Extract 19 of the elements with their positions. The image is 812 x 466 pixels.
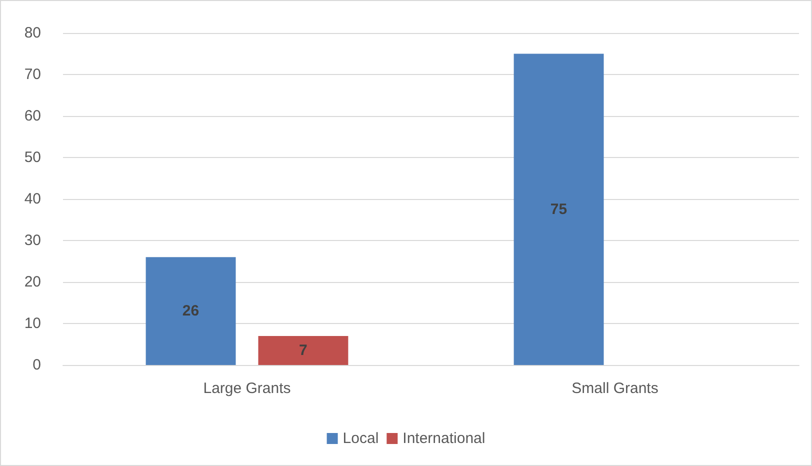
y-tick-label: 60	[24, 108, 41, 124]
y-tick-label: 80	[24, 24, 41, 42]
y-tick-label: 10	[24, 315, 41, 332]
bar	[258, 336, 348, 365]
data-label: 26	[182, 302, 200, 320]
legend-label: International	[402, 430, 486, 447]
y-tick-label: 30	[24, 232, 41, 249]
y-tick-label: 40	[24, 190, 41, 208]
data-label: 7	[299, 342, 308, 359]
y-tick-label: 50	[24, 149, 41, 166]
y-tick-label: 70	[24, 66, 41, 83]
legend-label: Local	[342, 430, 379, 447]
data-label: 75	[550, 200, 568, 218]
x-tick-label: Large Grants	[203, 380, 291, 397]
bar	[514, 54, 604, 365]
bar	[146, 257, 236, 365]
y-tick-label: 0	[32, 356, 41, 374]
y-tick-label: 20	[24, 274, 41, 290]
x-tick-label: Small Grants	[572, 380, 658, 397]
